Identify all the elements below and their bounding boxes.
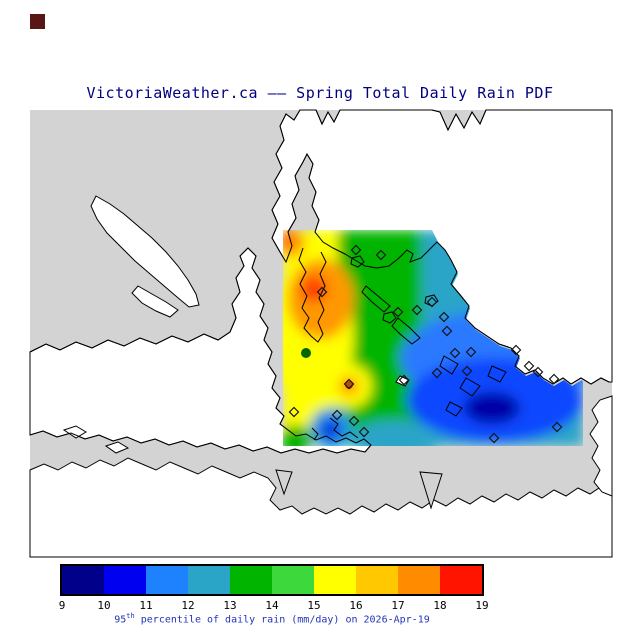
- station-diamond: [288, 406, 300, 418]
- station-diamond: [392, 306, 404, 318]
- harbour-coast-2: [311, 427, 319, 441]
- colorbar-segment: [398, 566, 440, 594]
- colorbar-tick: 13: [223, 599, 237, 612]
- islet-outline-2: [382, 311, 397, 324]
- caption-rest: percentile of daily rain (mm/day) on 202…: [134, 614, 430, 626]
- station-diamond: [523, 360, 535, 372]
- colorbar-tick: 11: [139, 599, 153, 612]
- station-diamond: [331, 409, 343, 421]
- colorbar-tick: 15: [307, 599, 321, 612]
- station-diamond: [343, 378, 355, 390]
- colorbar-tick: 9: [58, 599, 66, 612]
- san-juan-island-2: [459, 377, 481, 397]
- colorbar-tick: 10: [97, 599, 111, 612]
- colorbar-tick-labels: 9 10 11 12 13 14 15 16 17 18 19: [58, 599, 489, 612]
- station-diamond: [316, 286, 328, 298]
- colorbar-segment: [440, 566, 482, 594]
- station-diamond: [510, 344, 522, 356]
- station-diamond: [449, 347, 461, 359]
- station-diamond: [438, 311, 450, 323]
- station-diamond: [350, 244, 362, 256]
- page-title: VictoriaWeather.ca –– Spring Total Daily…: [86, 84, 554, 102]
- station-diamond: [348, 415, 360, 427]
- corner-mark: [30, 14, 45, 29]
- colorbar-segment: [188, 566, 230, 594]
- caption-sup: th: [126, 612, 135, 620]
- saanich-inlet-coast: [298, 247, 327, 343]
- colorbar-tick: 17: [391, 599, 405, 612]
- landmasses: [29, 109, 613, 558]
- station-diamond: [548, 373, 560, 385]
- station-diamond: [488, 432, 500, 444]
- colorbar-segment: [146, 566, 188, 594]
- station-diamond: [461, 365, 473, 377]
- gulf-island-1: [361, 285, 391, 313]
- gulf-island-2: [391, 317, 421, 345]
- colorbar-segment: [230, 566, 272, 594]
- colorbar-tick: 16: [349, 599, 363, 612]
- san-juan-island-4: [445, 401, 463, 417]
- colorbar-segment: [356, 566, 398, 594]
- colorbar-segment: [104, 566, 146, 594]
- san-juan-island-1: [439, 355, 459, 375]
- inlet-2: [419, 471, 443, 510]
- islet-outline-1: [350, 255, 365, 268]
- station-diamond: [358, 426, 370, 438]
- coastline-overlay: [29, 109, 613, 454]
- inlet-1: [275, 469, 293, 496]
- san-juan-island-3: [487, 365, 507, 383]
- station-markers: [288, 244, 563, 444]
- station-diamond: [441, 325, 453, 337]
- colorbar-tick: 18: [433, 599, 447, 612]
- colorbar-tick: 19: [475, 599, 489, 612]
- station-diamond: [431, 367, 443, 379]
- caption-base: 95: [114, 614, 127, 626]
- colorbar-tick: 12: [181, 599, 195, 612]
- colorbar-caption: 95th percentile of daily rain (mm/day) o…: [60, 612, 484, 625]
- colorbar-segment: [62, 566, 104, 594]
- station-diamond: [551, 421, 563, 433]
- station-diamond: [465, 346, 477, 358]
- colorbar-tick: 14: [265, 599, 279, 612]
- harbour-coast: [329, 417, 359, 439]
- colorbar-segment: [314, 566, 356, 594]
- station-diamond: [375, 249, 387, 261]
- station-diamond: [398, 374, 410, 386]
- station-diamond: [426, 296, 438, 308]
- station-diamond: [411, 304, 423, 316]
- station-diamond: [532, 366, 544, 378]
- colorbar-segment: [272, 566, 314, 594]
- colorbar: [60, 564, 484, 596]
